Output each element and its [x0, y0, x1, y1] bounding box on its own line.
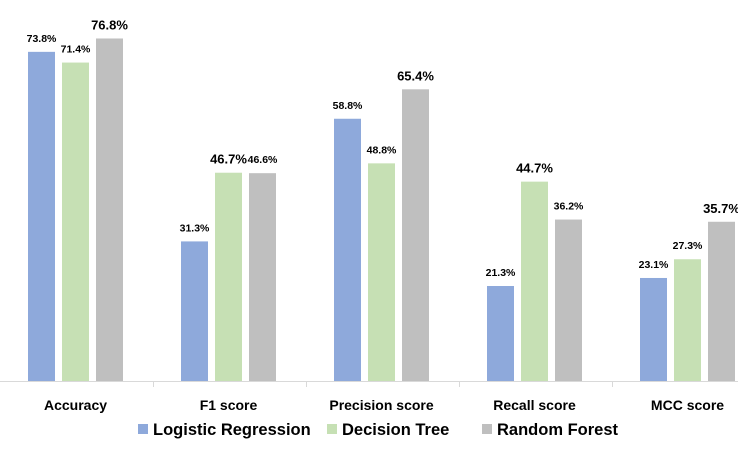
- value-label: 44.7%: [516, 161, 553, 176]
- category-labels: Accuracy F1 score Precision score Recall sc…: [44, 397, 724, 413]
- legend: Logistic Regression Decision Tree Random F…: [138, 421, 619, 439]
- bar-logistic-regression-mcc-score: [640, 277, 667, 381]
- bar-logistic-regression-precision-score: [334, 118, 361, 381]
- bar-decision-tree-mcc-score: [674, 259, 701, 381]
- legend-label: Random Forest: [497, 421, 619, 439]
- legend-label: Decision Tree: [342, 421, 449, 439]
- value-label: 46.6%: [248, 154, 278, 166]
- value-labels: 73.8% 71.4%76.8% 31.3% 46.7% 46.6% 58.8% 48.8%…: [27, 17, 738, 279]
- category-label: F1 score: [200, 397, 258, 413]
- bar-random-forest-accuracy: [96, 38, 123, 382]
- bar-random-forest-recall-score: [555, 219, 582, 381]
- legend-swatch: [482, 424, 492, 434]
- bar-random-forest-precision-score: [402, 89, 429, 381]
- value-label: 23.1%: [639, 259, 669, 271]
- legend-swatch: [138, 424, 148, 434]
- legend-item-random-forest: Random Forest: [482, 421, 619, 439]
- value-label: 48.8%: [367, 144, 397, 156]
- bar-random-forest-mcc-score: [708, 221, 735, 381]
- legend-swatch: [327, 424, 337, 434]
- value-label: 36.2%: [554, 201, 584, 213]
- value-label: 73.8%: [27, 33, 57, 45]
- value-label: 27.3%: [673, 240, 703, 252]
- bar-decision-tree-f1-score: [215, 172, 242, 381]
- value-label: 21.3%: [486, 267, 516, 279]
- legend-item-decision-tree: Decision Tree: [327, 421, 449, 439]
- value-label: 46.7%: [210, 152, 247, 167]
- category-label: Recall score: [493, 397, 576, 413]
- value-label: 35.7%: [703, 201, 738, 216]
- bar-decision-tree-precision-score: [368, 163, 395, 381]
- category-label: Accuracy: [44, 397, 107, 413]
- value-label: 76.8%: [91, 17, 128, 32]
- bars-layer: [28, 38, 735, 382]
- bar-logistic-regression-f1-score: [181, 241, 208, 381]
- bar-decision-tree-recall-score: [521, 181, 548, 381]
- x-axis-ticks: [153, 381, 613, 387]
- bar-logistic-regression-recall-score: [487, 286, 514, 381]
- bar-logistic-regression-accuracy: [28, 51, 55, 382]
- bar-random-forest-f1-score: [249, 173, 276, 381]
- legend-item-logistic-regression: Logistic Regression: [138, 421, 311, 439]
- legend-label: Logistic Regression: [153, 421, 311, 439]
- value-label: 71.4%: [61, 44, 91, 56]
- value-label: 58.8%: [333, 100, 363, 112]
- bar-decision-tree-accuracy: [62, 62, 89, 381]
- value-label: 65.4%: [397, 68, 434, 83]
- category-label: MCC score: [651, 397, 724, 413]
- category-label: Precision score: [329, 397, 433, 413]
- value-label: 31.3%: [180, 222, 210, 234]
